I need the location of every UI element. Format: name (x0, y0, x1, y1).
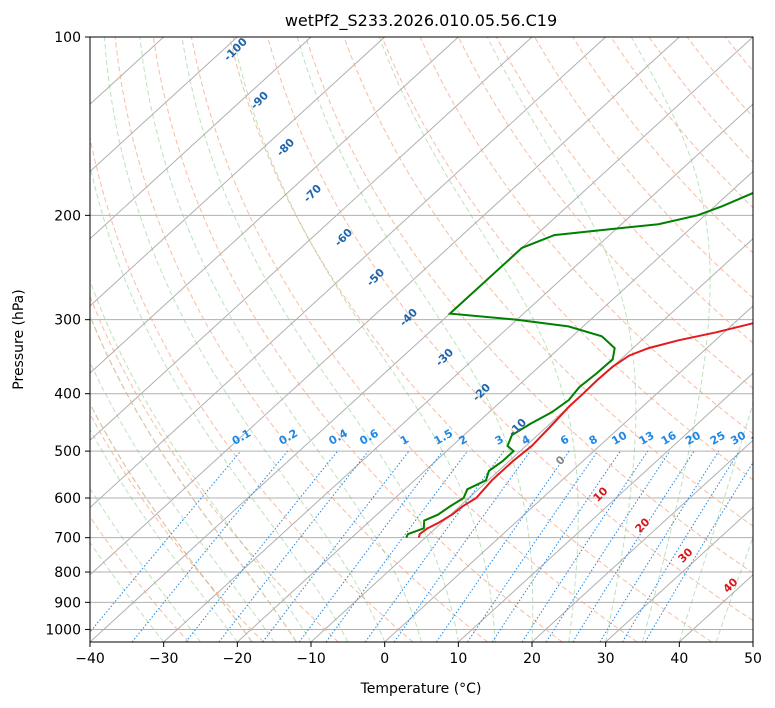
mixing-ratio-line (393, 450, 531, 642)
plot-frame (89, 36, 754, 643)
isotherm-gridline (90, 37, 607, 509)
moist-adiabat (486, 37, 637, 642)
moist-adiabat (715, 535, 753, 642)
dry-adiabat (419, 37, 753, 435)
series-line (417, 322, 753, 538)
mixing-ratio-line (364, 450, 505, 642)
isotherm-gridline (90, 37, 459, 374)
dry-adiabat (534, 37, 753, 299)
x-tick-label: −30 (149, 651, 179, 667)
x-axis-label: Temperature (°C) (360, 681, 482, 697)
mixing-ratio-line (325, 450, 468, 642)
x-tick-label: 0 (380, 651, 389, 667)
mixing-ratio-line (644, 461, 753, 642)
y-tick-label: 300 (54, 313, 81, 329)
mixing-ratio-line (298, 450, 444, 642)
moist-adiabat (181, 37, 459, 642)
moist-adiabat (678, 401, 753, 642)
dry-adiabat (267, 37, 753, 622)
x-tick-label: −10 (296, 651, 326, 667)
isotherm-gridline (605, 506, 753, 642)
y-tick-label: 400 (54, 387, 81, 403)
mixing-ratio-line (435, 450, 570, 642)
dry-adiabat (381, 37, 753, 481)
isotherm-gridline (457, 372, 753, 642)
y-tick-label: 500 (54, 444, 81, 460)
series-line (405, 191, 753, 539)
dry-adiabat (114, 37, 488, 642)
mixing-ratio-line (521, 450, 649, 642)
mixing-ratio-line (621, 450, 740, 642)
y-tick-label: 1000 (45, 622, 81, 638)
isotherm-gridline (90, 37, 753, 642)
isotherm-gridline (90, 37, 238, 173)
isotherm-gridline (163, 103, 753, 642)
reference-curve (90, 402, 253, 642)
y-tick-label: 900 (54, 595, 81, 611)
x-axis: −40 −30 −20 −10 0 10 20 30 40 50 (75, 642, 762, 667)
y-axis-label: Pressure (hPa) (11, 289, 27, 389)
x-tick-label: 30 (597, 651, 615, 667)
dry-adiabat (90, 135, 414, 642)
reference-curve (90, 314, 297, 642)
moist-adiabat (90, 361, 275, 642)
background-lines (90, 37, 753, 642)
x-tick-label: 40 (670, 651, 688, 667)
dry-adiabat (152, 37, 563, 642)
dry-adiabat (190, 37, 638, 642)
sounding-series (405, 191, 753, 539)
mixing-ratio-line (262, 450, 410, 642)
isotherm-gridline (531, 439, 753, 642)
isotherm-gridline (236, 170, 753, 642)
isotherm-gridline (384, 305, 753, 642)
mixing-ratio-label: 36 (749, 429, 769, 448)
isotherm-gridline (90, 37, 386, 307)
isotherm-gridline (90, 37, 680, 576)
moist-adiabat (90, 428, 238, 642)
moist-adiabat (378, 37, 579, 642)
y-tick-label: 700 (54, 531, 81, 547)
mixing-ratio-line (599, 450, 720, 642)
chart-title: wetPf2_S233.2026.010.05.56.C19 (285, 11, 557, 31)
moist-adiabat (232, 37, 496, 642)
mixing-ratio-line (467, 450, 599, 642)
y-tick-label: 800 (54, 565, 81, 581)
dry-adiabat (457, 37, 753, 389)
y-axis: 100 200 300 400 500 600 700 800 900 1000 (45, 30, 90, 638)
moist-adiabat (139, 37, 422, 642)
moist-adiabat (90, 163, 349, 642)
x-tick-label: 10 (449, 651, 467, 667)
dry-adiabat (495, 37, 753, 344)
dry-adiabat (343, 37, 753, 527)
x-tick-label: −20 (223, 651, 253, 667)
moist-adiabat (296, 37, 534, 642)
isotherm-gridline (90, 37, 533, 442)
y-tick-label: 600 (54, 491, 81, 507)
mixing-ratio-line (545, 450, 671, 642)
mixing-ratio-line (491, 450, 621, 642)
isotherm-gridline (90, 37, 312, 240)
x-tick-label: −40 (75, 651, 105, 667)
mixing-ratio-line (572, 450, 695, 642)
y-tick-label: 200 (54, 208, 81, 224)
y-tick-label: 100 (54, 30, 81, 46)
x-tick-label: 50 (744, 651, 762, 667)
dry-adiabat (90, 412, 264, 642)
moist-adiabat (630, 37, 711, 642)
x-tick-label: 20 (523, 651, 541, 667)
dry-adiabat (305, 37, 753, 574)
mixing-ratio-line (131, 450, 288, 642)
mixing-ratio-line (218, 450, 369, 642)
dry-adiabat (229, 37, 712, 642)
